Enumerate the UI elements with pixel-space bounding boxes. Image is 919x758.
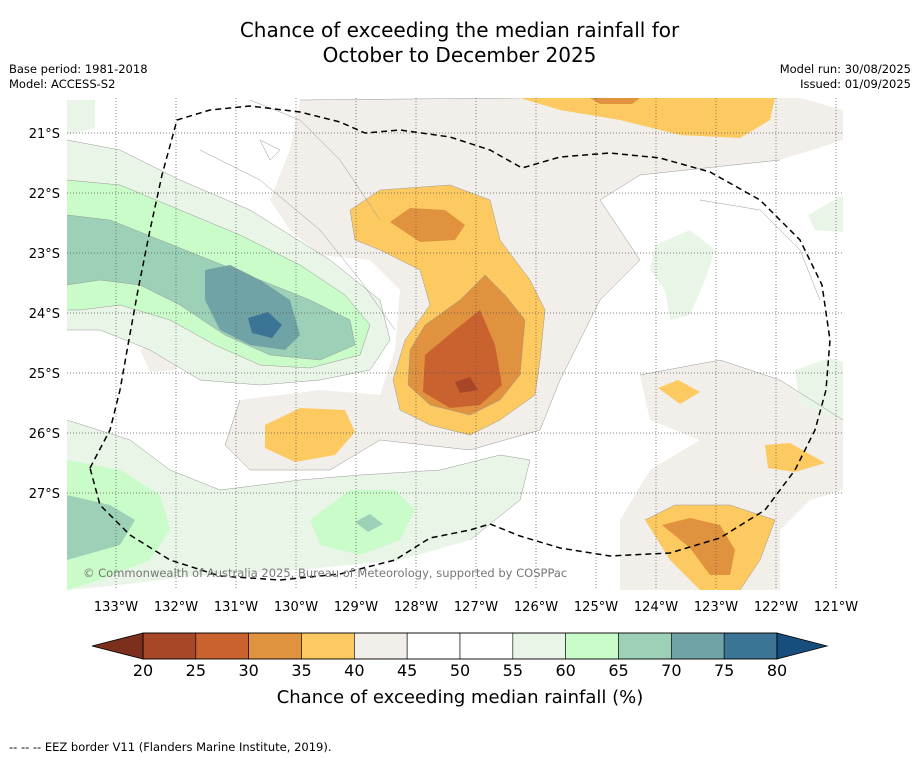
contour-55-60-nw <box>67 100 95 135</box>
meta-left: Base period: 1981-2018 Model: ACCESS-S2 <box>9 62 148 92</box>
lat-label-24: 24°S <box>29 307 60 322</box>
colorbar-label: Chance of exceeding median rainfall (%) <box>277 687 644 708</box>
lat-label-22: 22°S <box>29 187 60 202</box>
colorbar-cell <box>618 632 672 660</box>
issued-date: Issued: 01/09/2025 <box>800 77 911 91</box>
lon-label-133: 133°W <box>94 600 138 615</box>
colorbar-under-arrow <box>91 632 144 660</box>
contour-65-70-patch <box>355 514 383 532</box>
title-line-2: October to December 2025 <box>322 43 597 67</box>
contour-55-60-south <box>67 420 530 590</box>
lon-label-128: 128°W <box>394 600 438 615</box>
title-line-1: Chance of exceeding the median rainfall … <box>239 18 680 42</box>
colorbar-tick-label: 35 <box>291 661 311 680</box>
colorbar-cell <box>671 632 725 660</box>
colorbar-cell <box>565 632 619 660</box>
colorbar-tick-label: 70 <box>661 661 681 680</box>
contour-65-70-south <box>67 495 135 560</box>
colorbar-frame <box>142 632 778 660</box>
contour-20-25 <box>455 377 478 393</box>
copyright-notice: © Commonwealth of Australia 2025, Bureau… <box>83 566 567 580</box>
colorbar-tick-label: 80 <box>767 661 787 680</box>
lon-label-130: 130°W <box>274 600 318 615</box>
colorbar-tick-label: 40 <box>344 661 364 680</box>
colorbar-cell <box>195 632 249 660</box>
meta-right: Model run: 30/08/2025 Issued: 01/09/2025 <box>780 62 911 92</box>
contour-lines <box>67 98 843 590</box>
eez-border <box>89 105 831 581</box>
colorbar-cell <box>459 632 514 660</box>
lon-label-122: 122°W <box>754 600 798 615</box>
contour-30-35-se <box>662 518 735 575</box>
colorbar-tick-label: 30 <box>238 661 258 680</box>
contour-55-60-east-2 <box>795 358 843 420</box>
lat-label-23: 23°S <box>29 247 60 262</box>
contour-35-40-east <box>765 443 825 472</box>
lon-labels: 133°W 132°W 131°W 130°W 129°W 128°W 127°… <box>94 600 858 615</box>
colorbar-tick-label: 50 <box>450 661 470 680</box>
model-name: Model: ACCESS-S2 <box>9 77 116 91</box>
colorbar-cell <box>142 632 197 660</box>
map-title: Chance of exceeding the median rainfall … <box>0 18 919 68</box>
lat-label-26: 26°S <box>29 427 60 442</box>
lon-label-131: 131°W <box>214 600 258 615</box>
colorbar-tick-label: 65 <box>608 661 628 680</box>
lat-label-21: 21°S <box>29 127 60 142</box>
colorbar-cell <box>512 632 566 660</box>
contour-30-35-north-2 <box>590 98 640 104</box>
lon-label-123: 123°W <box>694 600 738 615</box>
base-period: Base period: 1981-2018 <box>9 62 148 76</box>
colorbar-tick-label: 60 <box>555 661 575 680</box>
lat-label-25: 25°S <box>29 367 60 382</box>
colorbar-cell <box>248 632 302 660</box>
colorbar-tick-label: 45 <box>397 661 417 680</box>
colorbar-over-arrow <box>776 632 829 660</box>
colorbar-tick-label: 20 <box>133 661 153 680</box>
contour-55-60-east-1 <box>650 230 715 320</box>
lon-label-127: 127°W <box>454 600 498 615</box>
colorbar-tick-label: 55 <box>503 661 523 680</box>
lon-label-125: 125°W <box>574 600 618 615</box>
colorbar-tick-label: 25 <box>186 661 206 680</box>
contour-35-40-west <box>265 408 355 462</box>
model-run: Model run: 30/08/2025 <box>779 62 911 76</box>
colorbar-tick-label: 75 <box>714 661 734 680</box>
lon-label-132: 132°W <box>154 600 198 615</box>
map-gridlines <box>67 98 843 590</box>
colorbar-ticks: 20 25 30 35 40 45 50 55 60 65 70 75 80 <box>133 661 787 680</box>
lon-label-129: 129°W <box>334 600 378 615</box>
colorbar-cell <box>723 632 778 660</box>
colorbar-cell <box>301 632 355 660</box>
contour-55-60-east-3 <box>808 195 843 232</box>
footer-note: -- -- -- EEZ border V11 (Flanders Marine… <box>9 740 332 754</box>
lat-label-27: 27°S <box>29 487 60 502</box>
contour-35-40-patch <box>658 380 700 404</box>
lon-label-126: 126°W <box>514 600 558 615</box>
lon-label-124: 124°W <box>634 600 678 615</box>
contour-25-30 <box>423 310 502 408</box>
contour-30-35-north <box>390 208 465 242</box>
colorbar-cell <box>406 632 461 660</box>
colorbar: 20 25 30 35 40 45 50 55 60 65 70 75 80 Chance of exc… <box>91 632 829 708</box>
contour-75-80 <box>248 312 282 338</box>
map-panel <box>67 98 843 590</box>
contour-35-40-north <box>520 98 775 138</box>
lat-labels: 21°S 22°S 23°S 24°S 25°S 26°S 27°S <box>29 127 60 502</box>
colorbar-cell <box>354 632 408 660</box>
lon-label-121: 121°W <box>814 600 858 615</box>
colorbar-cells <box>142 632 778 660</box>
